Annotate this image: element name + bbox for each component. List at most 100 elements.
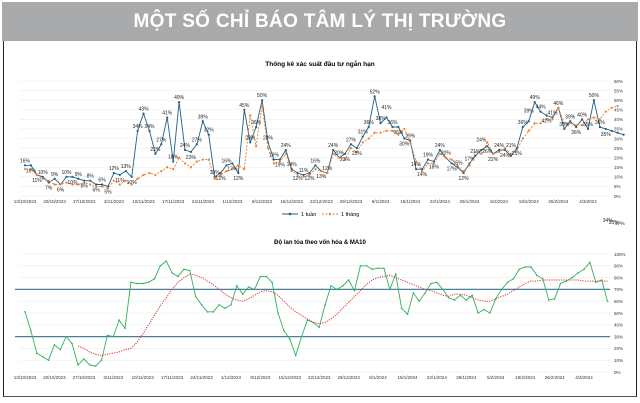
data-point <box>300 335 303 338</box>
data-label: 39% <box>565 114 576 120</box>
x-tick-label: 8/1/2024 <box>369 375 387 380</box>
x-tick-label: 13/10/2023 <box>14 375 37 380</box>
data-point <box>41 175 44 178</box>
data-label: 24% <box>281 143 292 149</box>
data-point <box>142 112 145 115</box>
data-point <box>71 342 73 345</box>
data-point <box>397 133 400 136</box>
data-point <box>89 183 92 186</box>
data-point <box>343 152 347 155</box>
data-label: 36% <box>364 120 375 126</box>
data-point <box>30 329 32 332</box>
data-point <box>65 175 68 178</box>
data-point <box>65 335 67 338</box>
data-point <box>88 364 91 366</box>
data-point <box>160 143 163 146</box>
data-label: 10% <box>67 180 78 186</box>
data-label: 14% <box>287 162 298 168</box>
x-tick-label: 17/11/2023 <box>162 199 185 204</box>
data-point <box>586 118 590 121</box>
data-point <box>124 169 127 173</box>
data-point <box>330 285 332 287</box>
y-tick-label: 45% <box>614 108 623 113</box>
data-point <box>415 160 418 163</box>
data-label: 14% <box>417 172 428 178</box>
data-point <box>527 129 530 132</box>
data-point <box>237 171 240 175</box>
data-point <box>530 266 532 268</box>
data-label: 39% <box>524 109 535 115</box>
data-point <box>141 282 144 285</box>
x-tick-label: 29/12/2023 <box>340 199 363 204</box>
data-point <box>112 335 115 338</box>
data-point <box>569 120 572 123</box>
data-label: 15% <box>453 160 464 166</box>
data-point <box>565 280 568 282</box>
data-point <box>500 288 503 291</box>
y-tick-label: 70% <box>614 287 623 292</box>
data-label: 36% <box>518 120 529 126</box>
data-point <box>527 120 530 123</box>
data-label: 12% <box>459 176 470 182</box>
data-point <box>515 146 518 150</box>
data-label: 17% <box>227 166 238 172</box>
data-label: 40% <box>577 112 588 118</box>
data-label: 35% <box>601 132 612 138</box>
x-tick-label: 3/11/2023 <box>103 375 123 380</box>
data-label: 19% <box>423 153 434 159</box>
x-tick-label: 15/12/2023 <box>280 199 303 204</box>
data-point <box>412 292 415 294</box>
data-point <box>418 300 421 303</box>
data-label: 50% <box>589 93 600 99</box>
x-tick-label: 15/12/2023 <box>279 375 302 380</box>
data-point <box>142 173 145 177</box>
data-point <box>71 183 74 186</box>
data-label: 39% <box>198 114 209 120</box>
data-label: 7% <box>45 186 53 192</box>
data-point <box>426 158 430 161</box>
data-point <box>154 173 157 177</box>
data-point <box>136 177 139 180</box>
data-point <box>610 106 613 109</box>
x-tick-label: 20/10/2023 <box>43 375 66 380</box>
x-tick-label: 22/12/2023 <box>310 199 333 204</box>
data-point <box>195 160 198 163</box>
data-label: 9% <box>51 172 59 178</box>
data-label: 41% <box>162 110 173 116</box>
data-label: 27% <box>192 137 203 143</box>
y-tick-label: 80% <box>614 275 623 280</box>
data-point <box>183 162 187 165</box>
data-point <box>35 173 38 177</box>
data-label: 16% <box>310 158 321 164</box>
data-point <box>367 125 370 129</box>
data-point <box>400 307 403 310</box>
x-tick-label: 24/11/2023 <box>192 199 215 204</box>
data-point <box>503 148 507 152</box>
data-point <box>47 181 50 184</box>
data-point <box>453 299 456 301</box>
x-tick-label: 15/1/2024 <box>397 375 418 380</box>
y-tick-label: 35% <box>614 127 623 132</box>
data-point <box>592 116 596 119</box>
data-point <box>542 277 544 280</box>
x-tick-label: 26/2/2024 <box>545 375 566 380</box>
data-point <box>365 265 368 267</box>
data-point <box>237 164 240 167</box>
data-point <box>616 104 619 108</box>
data-point <box>509 154 513 157</box>
data-point <box>594 281 597 284</box>
data-point <box>24 311 26 313</box>
data-point <box>207 133 210 136</box>
x-tick-label: 22/1/2024 <box>427 375 448 380</box>
data-point <box>580 123 584 127</box>
chart1-legend: 1 tuần 1 tháng <box>282 212 359 218</box>
data-point <box>160 169 163 173</box>
data-point <box>41 355 44 358</box>
data-point <box>610 129 613 132</box>
page-title: MỘT SỐ CHỈ BÁO TÂM LÝ THỊ TRƯỜNG <box>133 10 507 32</box>
data-point <box>379 122 382 125</box>
data-label: 31% <box>358 130 369 136</box>
data-point <box>521 125 524 129</box>
data-point <box>189 166 193 169</box>
data-label: 26% <box>482 149 493 155</box>
